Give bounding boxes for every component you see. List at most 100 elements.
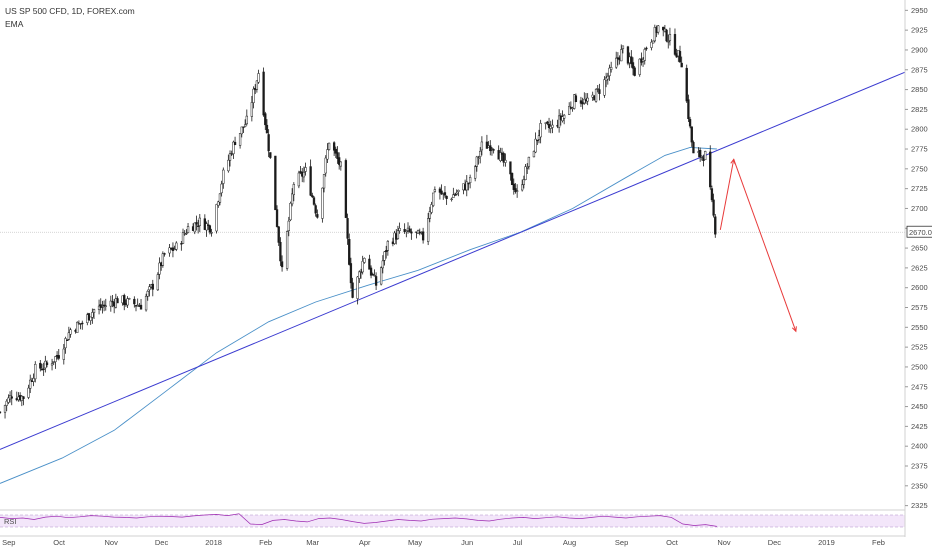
candle (158, 257, 161, 280)
candle (186, 223, 190, 234)
candle-body (524, 166, 527, 180)
candle (181, 228, 185, 244)
candle-body (700, 155, 703, 158)
candle (265, 119, 269, 134)
candle (645, 46, 648, 51)
candle (240, 126, 243, 138)
candle (568, 102, 571, 115)
candle (526, 163, 529, 175)
candle (27, 384, 30, 400)
candle (574, 93, 578, 103)
candle-body (279, 241, 282, 262)
candle (289, 201, 292, 222)
y-tick-label: 2775 (911, 145, 928, 154)
candle-body (311, 195, 314, 198)
candle (232, 140, 235, 159)
candle (699, 147, 702, 162)
candle-body (479, 150, 482, 157)
candle-body (638, 58, 641, 75)
candle-body (99, 304, 102, 308)
candle-body (712, 199, 715, 216)
candle-body (292, 184, 295, 195)
y-tick-label: 2600 (911, 283, 928, 292)
candle-body (185, 232, 188, 235)
candle-body (280, 261, 284, 268)
candle (136, 298, 139, 307)
candle-body (104, 305, 107, 307)
candle (207, 219, 210, 230)
candle (128, 297, 131, 300)
x-tick-label: Jul (513, 538, 523, 547)
candle-body (440, 190, 443, 195)
candle-body (91, 312, 94, 318)
candle (243, 119, 247, 128)
candle (373, 269, 376, 277)
candle-body (665, 29, 668, 42)
candle-body (27, 387, 30, 398)
candle (252, 86, 255, 109)
candle-body (146, 290, 149, 297)
chart-title: US SP 500 CFD, 1D, FOREX.com (5, 6, 135, 16)
candle-body (687, 99, 690, 119)
candle (332, 141, 336, 156)
candle (385, 245, 388, 259)
y-tick-label: 2650 (911, 244, 928, 253)
candle-body (667, 41, 670, 43)
candle (643, 47, 646, 65)
candle (638, 58, 641, 77)
candle-body (563, 114, 566, 119)
candle-body (606, 75, 609, 80)
candle (67, 326, 70, 341)
candle (291, 188, 294, 207)
candle (606, 72, 609, 85)
candle (314, 203, 317, 217)
candle (468, 174, 472, 189)
x-tick-label: Oct (666, 538, 679, 547)
candle (534, 132, 537, 154)
candle (89, 316, 92, 325)
candle-body (348, 239, 351, 265)
candle (709, 145, 712, 190)
candle (277, 226, 280, 246)
candle (432, 192, 435, 208)
candle-body (450, 198, 453, 201)
candle-body (346, 218, 349, 239)
x-tick-label: Mar (306, 538, 319, 547)
candle-body (653, 27, 656, 42)
candle (233, 136, 237, 146)
candle-body (163, 253, 166, 255)
candle-body (228, 153, 232, 161)
candle-body (603, 79, 606, 96)
candle-body (101, 306, 104, 308)
support-trendline (0, 71, 906, 450)
candle (651, 40, 655, 44)
ema-layer (0, 146, 717, 484)
price-box (906, 225, 932, 238)
candle (5, 399, 8, 412)
candle (10, 389, 13, 406)
x-tick-label: Apr (359, 538, 371, 547)
candle (398, 222, 401, 234)
candle (338, 152, 341, 170)
candle-body (514, 188, 517, 193)
candle (116, 296, 119, 304)
x-tick-label: Dec (768, 538, 782, 547)
candle (502, 151, 505, 167)
candle-body (673, 34, 677, 55)
candle-body (312, 197, 316, 205)
candle-body (156, 274, 159, 291)
candle-body (316, 214, 319, 218)
candle-body (126, 298, 129, 306)
candle (521, 179, 524, 192)
candle (688, 116, 692, 129)
candle (386, 240, 390, 256)
candle (537, 129, 541, 144)
x-tick-label: Nov (105, 538, 119, 547)
candle (504, 153, 507, 167)
candle-body (186, 226, 190, 233)
candle (509, 161, 512, 181)
candle-body (233, 141, 237, 145)
candle-body (240, 126, 243, 135)
candle (269, 152, 272, 159)
candle (673, 28, 677, 56)
